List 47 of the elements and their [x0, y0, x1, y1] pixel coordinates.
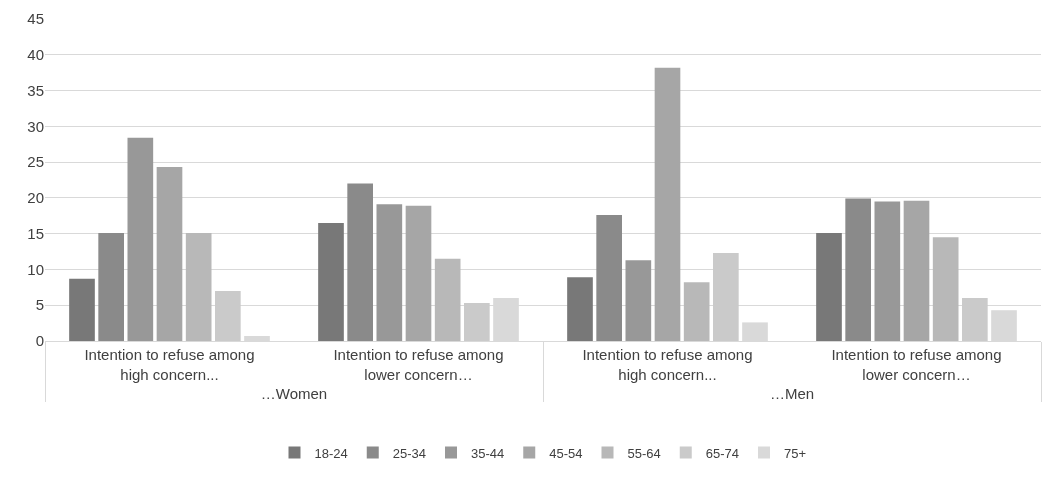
- bar: [567, 277, 593, 341]
- bar: [596, 215, 622, 341]
- bar: [127, 137, 154, 341]
- legend-label: 45-54: [549, 445, 583, 461]
- y-tick-label: 25: [27, 153, 44, 171]
- legend-label: 75+: [784, 445, 807, 461]
- bar: [845, 198, 871, 341]
- bar: [625, 260, 652, 341]
- legend-label: 55-64: [627, 445, 661, 461]
- bar: [874, 201, 901, 341]
- bar: [69, 278, 95, 341]
- text: …Women: [260, 384, 328, 402]
- bar: [434, 258, 461, 341]
- x-tick-label: Intention to refuse among lower concern…: [831, 346, 1002, 383]
- text: …Men: [769, 384, 815, 402]
- bar: [215, 290, 241, 341]
- y-tick-label: 45: [27, 10, 44, 28]
- y-tick-label: 20: [27, 189, 44, 207]
- legend-label: 65-74: [705, 445, 739, 461]
- bar: [654, 67, 681, 341]
- y-tick-label: 0: [35, 332, 44, 350]
- bar: [318, 222, 344, 341]
- x-tick-label: Intention to refuse among lower concern…: [333, 346, 504, 383]
- bar: [962, 298, 988, 341]
- bar: [156, 167, 183, 341]
- bar: [903, 200, 930, 341]
- bar: [185, 232, 212, 341]
- y-tick-label: 35: [27, 81, 44, 99]
- bar: [713, 252, 739, 341]
- bar: [347, 183, 373, 341]
- bar: [98, 232, 124, 341]
- y-tick-label: 10: [27, 260, 44, 278]
- legend-label: 18-24: [314, 445, 348, 461]
- legend-label: 25-34: [392, 445, 426, 461]
- bar: [464, 303, 490, 341]
- x-tick-label: Intention to refuse among high concern...: [582, 346, 753, 383]
- x-tick-label: Intention to refuse among high concern...: [84, 346, 255, 383]
- bar: [683, 282, 710, 341]
- legend-label: 35-44: [471, 445, 505, 461]
- y-tick-label: 40: [27, 46, 44, 64]
- y-tick-label: 30: [27, 117, 44, 135]
- y-tick-label: 5: [35, 296, 44, 314]
- bar: [376, 204, 403, 341]
- bar: [816, 232, 842, 341]
- bar: [405, 205, 432, 341]
- y-tick-label: 15: [27, 224, 44, 242]
- bar: [932, 237, 959, 341]
